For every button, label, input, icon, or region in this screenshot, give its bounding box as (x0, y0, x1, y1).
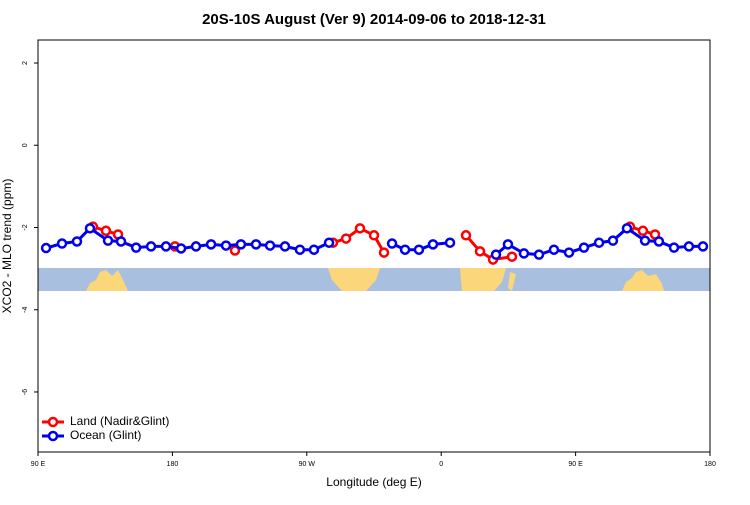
point (220, 240, 232, 251)
point (205, 239, 217, 250)
legend-marker (47, 430, 59, 442)
point (250, 239, 262, 250)
point (145, 241, 157, 252)
point (378, 247, 390, 258)
point (102, 235, 114, 246)
point (229, 245, 241, 256)
point (563, 247, 575, 258)
legend-label: Ocean (Glint) (70, 428, 141, 442)
y-tick-label: -2 (22, 224, 29, 230)
point (518, 248, 530, 259)
chart-title: 20S-10S August (Ver 9) 2014-09-06 to 201… (202, 11, 546, 28)
x-tick-label: 180 (704, 461, 716, 468)
point (444, 237, 456, 248)
y-tick-label: -6 (22, 389, 29, 395)
point (175, 243, 187, 254)
point (683, 241, 695, 252)
point (653, 236, 665, 247)
point (40, 242, 52, 254)
y-tick-label: 0 (22, 143, 29, 147)
x-tick-label: 90 E (568, 461, 583, 468)
y-tick-label: 2 (22, 61, 29, 65)
point (607, 235, 619, 246)
point (235, 239, 247, 250)
point (593, 237, 605, 248)
point (308, 244, 320, 255)
point (354, 223, 366, 234)
legend-label: Land (Nadir&Glint) (70, 414, 169, 428)
point (190, 241, 202, 252)
point (368, 230, 380, 241)
legend-marker (47, 416, 59, 428)
point (399, 244, 411, 255)
surface-strip (38, 268, 710, 291)
point (264, 240, 276, 251)
point (490, 249, 502, 260)
x-tick-label: 90 E (31, 461, 46, 468)
point (637, 225, 649, 237)
x-tick-label: 0 (439, 461, 443, 468)
point (578, 242, 590, 253)
x-tick-label: 90 W (299, 461, 316, 468)
point (323, 237, 335, 248)
point (115, 236, 127, 247)
point (279, 241, 291, 252)
y-tick-label: -4 (22, 307, 29, 313)
plot-frame (37, 39, 711, 453)
point (100, 225, 112, 237)
point (413, 244, 425, 255)
point (668, 242, 680, 253)
point (502, 239, 514, 250)
point (84, 223, 96, 234)
point (71, 236, 83, 247)
point (427, 239, 439, 250)
x-tick-label: 180 (167, 461, 179, 468)
point (474, 246, 486, 257)
point (460, 230, 472, 241)
point (160, 241, 172, 252)
point (639, 235, 651, 246)
point (340, 233, 352, 244)
point (506, 251, 518, 262)
point (386, 238, 398, 249)
point (56, 238, 68, 249)
point (294, 244, 306, 255)
point (548, 244, 560, 255)
point (130, 242, 142, 253)
point (697, 241, 709, 252)
y-axis-label: XCO2 - MLO trend (ppm) (0, 179, 14, 314)
point (533, 249, 545, 260)
point (621, 223, 633, 234)
x-axis-label: Longitude (deg E) (326, 475, 421, 489)
